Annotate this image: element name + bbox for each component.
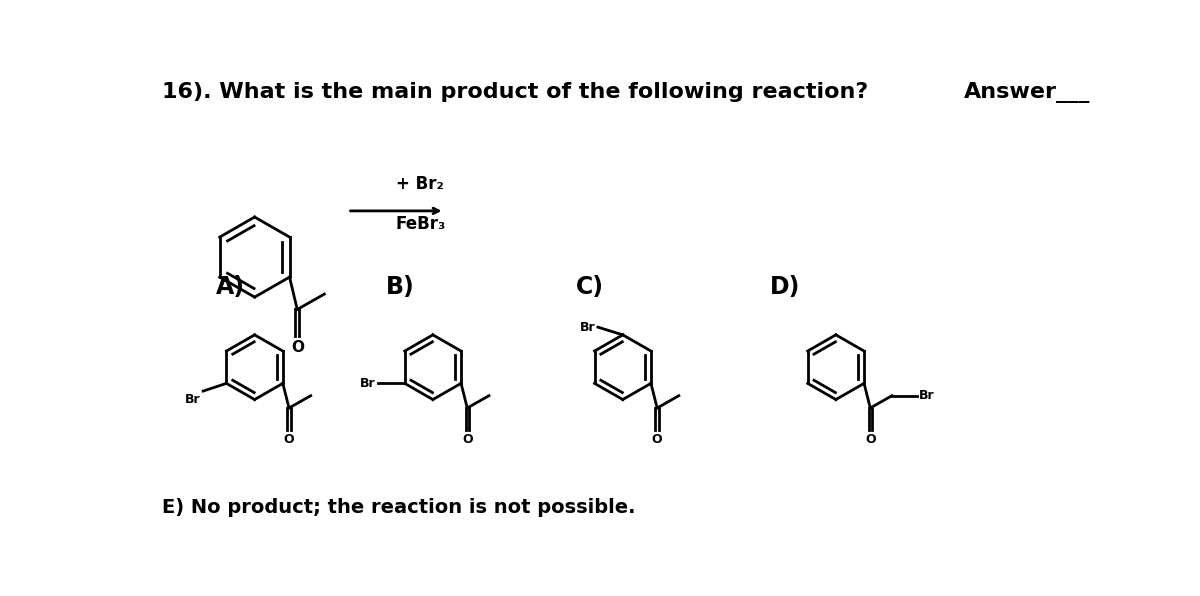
Text: FeBr₃: FeBr₃ <box>396 215 446 233</box>
Text: O: O <box>652 433 662 446</box>
Text: O: O <box>865 433 876 446</box>
Text: Br: Br <box>919 389 935 402</box>
Text: Br: Br <box>185 393 200 406</box>
Text: O: O <box>290 340 304 355</box>
Text: O: O <box>283 433 294 446</box>
Text: Answer___: Answer___ <box>964 82 1090 103</box>
Text: B): B) <box>386 275 415 299</box>
Text: O: O <box>462 433 473 446</box>
Text: D): D) <box>770 275 800 299</box>
Text: C): C) <box>576 275 605 299</box>
Text: + Br₂: + Br₂ <box>396 175 444 193</box>
Text: Br: Br <box>360 377 376 390</box>
Text: E) No product; the reaction is not possible.: E) No product; the reaction is not possi… <box>162 498 635 517</box>
Text: Br: Br <box>580 321 595 334</box>
Text: A): A) <box>216 275 245 299</box>
Text: 16). What is the main product of the following reaction?: 16). What is the main product of the fol… <box>162 82 868 103</box>
